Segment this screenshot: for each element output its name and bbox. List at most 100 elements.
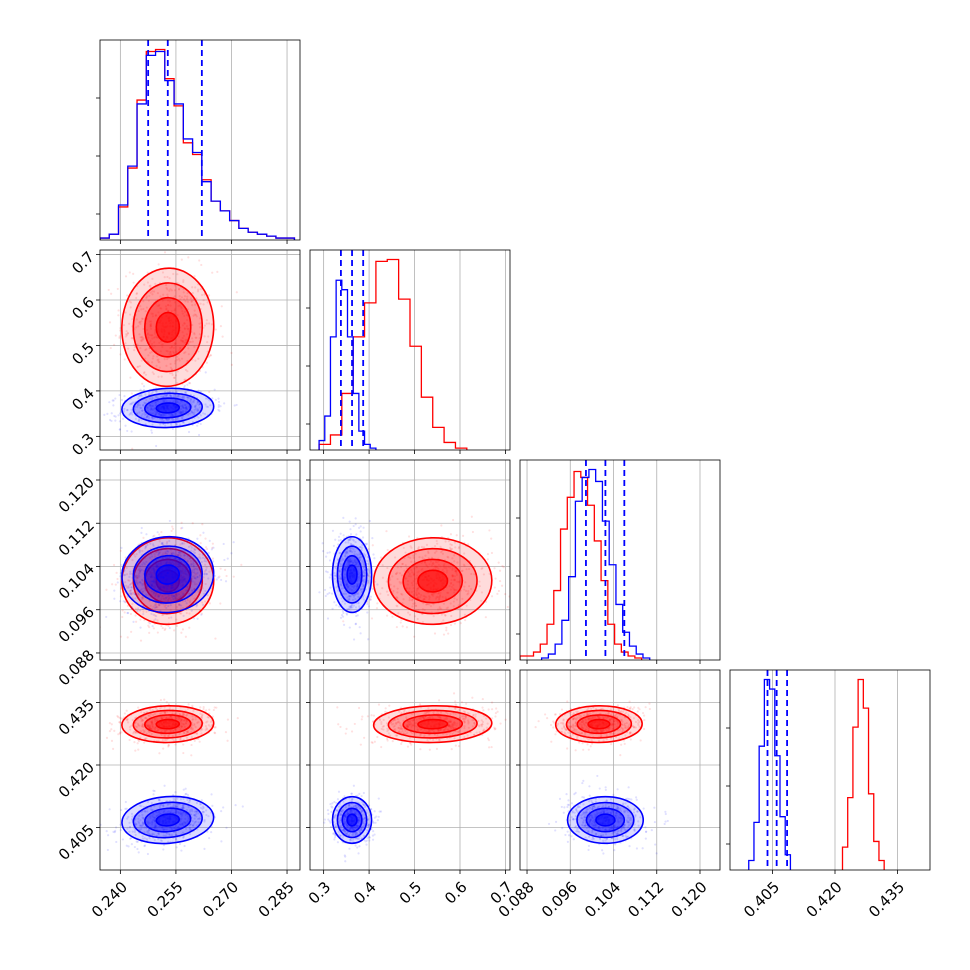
scatter-point (169, 372, 172, 375)
scatter-point (205, 560, 208, 563)
scatter-point (154, 823, 157, 826)
scatter-point (445, 733, 448, 736)
scatter-point (185, 736, 189, 739)
scatter-point (387, 732, 390, 735)
scatter-point (357, 526, 361, 529)
scatter-point (450, 748, 453, 751)
scatter-point (137, 820, 140, 823)
scatter-point (342, 611, 345, 615)
scatter-point (155, 563, 158, 567)
scatter-point (454, 707, 457, 710)
scatter-point (187, 347, 190, 350)
scatter-point (183, 403, 186, 407)
scatter-point (451, 725, 454, 728)
scatter-point (145, 837, 148, 841)
scatter-point (110, 419, 113, 423)
scatter-point (148, 626, 151, 629)
scatter-point (183, 725, 186, 728)
scatter-point (153, 578, 157, 581)
scatter-point (150, 429, 153, 432)
scatter-point (151, 719, 154, 723)
scatter-point (127, 585, 130, 588)
scatter-point (342, 623, 346, 627)
scatter-point (190, 609, 193, 612)
scatter-point (415, 587, 419, 591)
scatter-point (149, 595, 152, 598)
scatter-point (345, 612, 348, 615)
scatter-point (153, 826, 156, 829)
scatter-point (191, 323, 194, 327)
scatter-point (147, 821, 150, 825)
scatter-point (143, 283, 146, 286)
scatter-point (183, 396, 186, 399)
scatter-point (382, 718, 385, 722)
scatter-point (430, 564, 433, 567)
scatter-point (164, 551, 167, 554)
panel-data-1-0 (103, 251, 238, 450)
scatter-point (207, 577, 210, 580)
scatter-point (193, 588, 196, 591)
scatter-point (449, 543, 452, 546)
scatter-point (329, 586, 332, 589)
scatter-point (174, 811, 178, 815)
scatter-point (150, 823, 154, 826)
scatter-point (352, 589, 356, 592)
scatter-point (162, 828, 165, 831)
scatter-point (147, 569, 150, 572)
scatter-point (161, 345, 164, 349)
scatter-point (414, 552, 417, 555)
scatter-point (356, 592, 359, 595)
scatter-point (151, 371, 154, 374)
scatter-point (129, 306, 132, 309)
scatter-point (385, 722, 389, 725)
scatter-point (162, 811, 165, 814)
scatter-point (171, 595, 174, 599)
scatter-point (154, 580, 158, 583)
scatter-point (367, 547, 370, 551)
scatter-point (152, 591, 156, 594)
scatter-point (138, 411, 141, 414)
scatter-point (150, 727, 153, 730)
scatter-point (345, 585, 348, 588)
grid-3-3 (772, 670, 898, 870)
scatter-point (361, 560, 364, 563)
scatter-point (135, 620, 138, 623)
scatter-point (407, 535, 411, 538)
scatter-point (173, 728, 177, 731)
scatter-point (410, 546, 413, 549)
scatter-point (174, 837, 178, 840)
scatter-point (453, 721, 456, 724)
scatter-point (183, 563, 186, 566)
scatter-point (139, 346, 142, 350)
scatter-point (134, 405, 137, 408)
scatter-point (490, 537, 493, 540)
scatter-point (451, 723, 455, 726)
scatter-point (179, 410, 183, 414)
scatter-point (347, 539, 350, 542)
scatter-point (108, 722, 111, 725)
scatter-point (160, 597, 163, 600)
scatter-point (186, 395, 189, 399)
scatter-point (182, 280, 185, 284)
scatter-point (220, 578, 223, 582)
scatter-point (452, 722, 455, 725)
scatter-point (152, 372, 155, 376)
scatter-point (436, 592, 440, 595)
scatter-point (142, 725, 145, 728)
contour-blue (155, 813, 181, 827)
scatter-point (183, 322, 186, 325)
scatter-point (219, 325, 223, 328)
scatter-point (381, 564, 384, 567)
scatter-point (152, 582, 155, 585)
scatter-point (168, 277, 171, 280)
scatter-point (180, 718, 183, 722)
scatter-point (455, 570, 458, 573)
scatter-point (105, 830, 108, 833)
scatter-point (181, 526, 184, 529)
scatter-point (169, 811, 172, 814)
scatter-point (471, 725, 474, 728)
scatter-point (344, 555, 347, 558)
scatter-point (417, 570, 421, 573)
scatter-point (189, 297, 193, 300)
